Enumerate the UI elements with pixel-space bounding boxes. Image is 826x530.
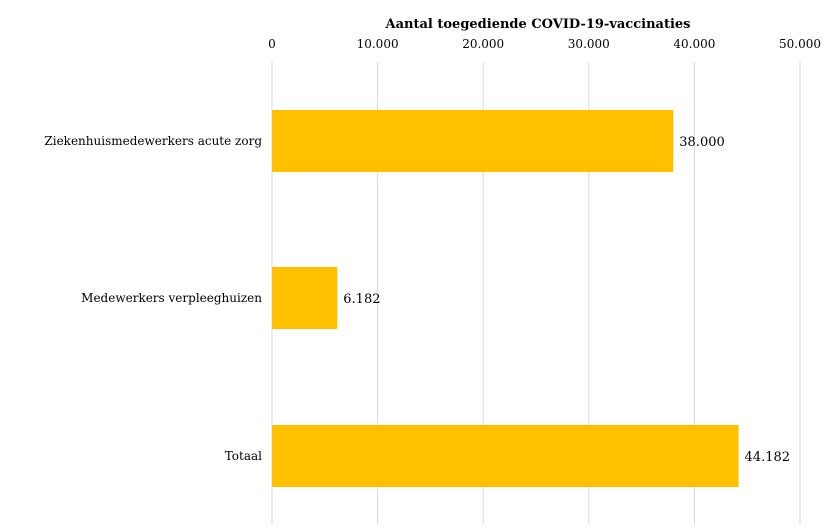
bars bbox=[272, 110, 739, 487]
bar bbox=[272, 425, 739, 487]
x-tick-label: 20.000 bbox=[462, 37, 504, 51]
x-tick-label: 0 bbox=[268, 37, 276, 51]
data-label: 6.182 bbox=[343, 292, 380, 307]
x-tick-labels: 0 10.000 20.000 30.000 40.000 50.000 bbox=[268, 37, 821, 51]
data-label: 44.182 bbox=[745, 450, 791, 465]
x-tick-label: 10.000 bbox=[357, 37, 399, 51]
category-label: Ziekenhuismedewerkers acute zorg bbox=[44, 134, 262, 148]
data-labels: 38.000 6.182 44.182 bbox=[343, 135, 790, 465]
bar bbox=[272, 110, 674, 172]
category-label: Totaal bbox=[225, 449, 262, 463]
category-label: Medewerkers verpleeghuizen bbox=[81, 291, 262, 305]
x-tick-label: 40.000 bbox=[673, 37, 715, 51]
category-labels: Ziekenhuismedewerkers acute zorg Medewerk… bbox=[44, 134, 262, 463]
x-axis-title: Aantal toegediende COVID-19-vaccinaties bbox=[385, 17, 691, 32]
x-tick-label: 30.000 bbox=[568, 37, 610, 51]
bar bbox=[272, 267, 338, 329]
x-tick-label: 50.000 bbox=[779, 37, 821, 51]
data-label: 38.000 bbox=[679, 135, 725, 150]
